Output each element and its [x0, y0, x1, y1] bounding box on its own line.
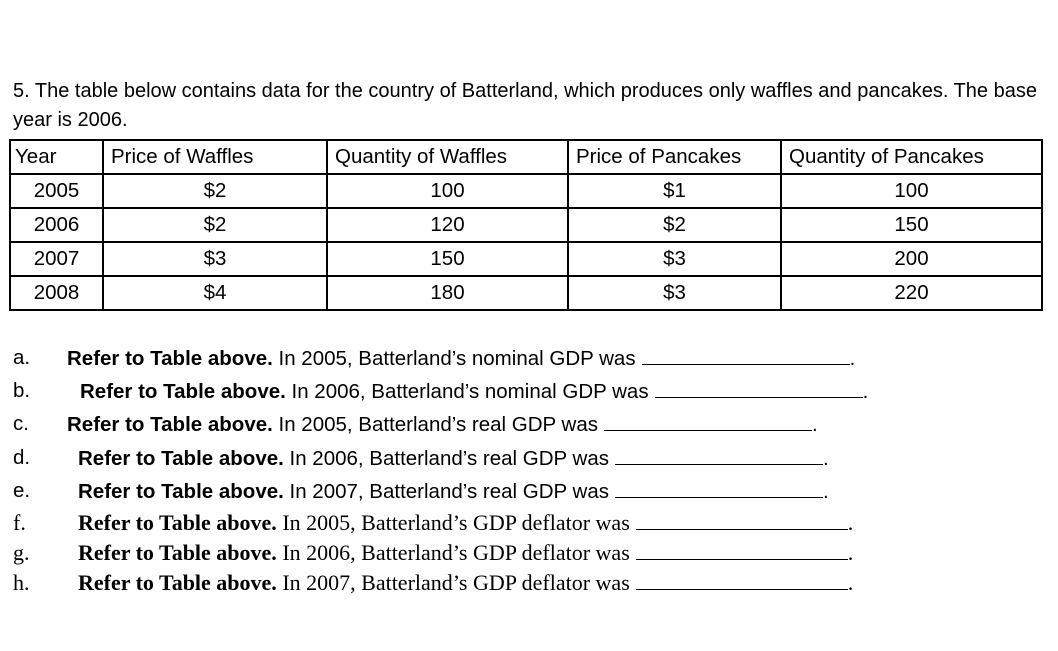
cell-quantity-pancakes: 200 [780, 241, 1043, 277]
answer-blank[interactable] [603, 412, 812, 431]
cell-price-pancakes: $3 [567, 241, 782, 277]
question-text: In 2007, Batterland’s real GDP was [289, 480, 609, 503]
answer-blank[interactable] [635, 541, 848, 560]
cell-year: 2005 [9, 173, 104, 209]
question-letter: a. [13, 346, 31, 369]
question-text: In 2005, Batterland’s GDP deflator was [282, 510, 630, 535]
question-letter: g. [13, 540, 30, 565]
question-prompt: Refer to Table above. [78, 540, 277, 565]
answer-blank[interactable] [614, 446, 823, 465]
cell-year: 2008 [9, 275, 104, 311]
cell-price-pancakes: $1 [567, 173, 782, 209]
cell-quantity-pancakes: 100 [780, 173, 1043, 209]
cell-price-pancakes: $2 [567, 207, 782, 243]
question-text: In 2006, Batterland’s nominal GDP was [291, 380, 649, 403]
table-row: 2008 $4 180 $3 220 [9, 275, 1043, 311]
cell-quantity-pancakes: 220 [780, 275, 1043, 311]
problem-intro: 5. The table below contains data for the… [13, 80, 1037, 131]
cell-year: 2007 [9, 241, 104, 277]
table-row: 2005 $2 100 $1 100 [9, 173, 1043, 209]
cell-price-pancakes: $3 [567, 275, 782, 311]
table-row: 2006 $2 120 $2 150 [9, 207, 1043, 243]
question-text: In 2005, Batterland’s real GDP was [278, 413, 598, 436]
cell-price-waffles: $4 [102, 275, 328, 311]
answer-blank[interactable] [635, 511, 848, 530]
cell-quantity-waffles: 180 [326, 275, 569, 311]
table-header-row: Year Price of Waffles Quantity of Waffle… [9, 139, 1043, 175]
cell-quantity-waffles: 150 [326, 241, 569, 277]
answer-blank[interactable] [654, 379, 863, 398]
data-table: Year Price of Waffles Quantity of Waffle… [9, 139, 1043, 311]
cell-price-waffles: $2 [102, 173, 328, 209]
cell-price-waffles: $2 [102, 207, 328, 243]
cell-year: 2006 [9, 207, 104, 243]
question-prompt: Refer to Table above. [78, 447, 284, 470]
cell-price-waffles: $3 [102, 241, 328, 277]
col-header-quantity-waffles: Quantity of Waffles [326, 139, 569, 175]
question-letter: d. [13, 446, 31, 469]
question-letter: e. [13, 479, 31, 502]
question-text: In 2006, Batterland’s GDP deflator was [282, 540, 630, 565]
answer-blank[interactable] [614, 479, 823, 498]
question-prompt: Refer to Table above. [67, 413, 273, 436]
cell-quantity-waffles: 100 [326, 173, 569, 209]
col-header-quantity-pancakes: Quantity of Pancakes [780, 139, 1043, 175]
table-row: 2007 $3 150 $3 200 [9, 241, 1043, 277]
cell-quantity-waffles: 120 [326, 207, 569, 243]
question-prompt: Refer to Table above. [78, 480, 284, 503]
question-letter: c. [13, 412, 29, 435]
cell-quantity-pancakes: 150 [780, 207, 1043, 243]
col-header-year: Year [9, 139, 104, 175]
question-letter: h. [13, 570, 30, 595]
col-header-price-waffles: Price of Waffles [102, 139, 328, 175]
question-letter: b. [13, 379, 31, 402]
question-text: In 2005, Batterland’s nominal GDP was [278, 347, 636, 370]
question-prompt: Refer to Table above. [78, 510, 277, 535]
question-prompt: Refer to Table above. [80, 380, 286, 403]
question-letter: f. [13, 510, 26, 535]
col-header-price-pancakes: Price of Pancakes [567, 139, 782, 175]
question-text: In 2006, Batterland’s real GDP was [289, 447, 609, 470]
question-prompt: Refer to Table above. [78, 570, 277, 595]
question-prompt: Refer to Table above. [67, 347, 273, 370]
question-text: In 2007, Batterland’s GDP deflator was [282, 570, 630, 595]
answer-blank[interactable] [641, 346, 850, 365]
answer-blank[interactable] [635, 571, 848, 590]
